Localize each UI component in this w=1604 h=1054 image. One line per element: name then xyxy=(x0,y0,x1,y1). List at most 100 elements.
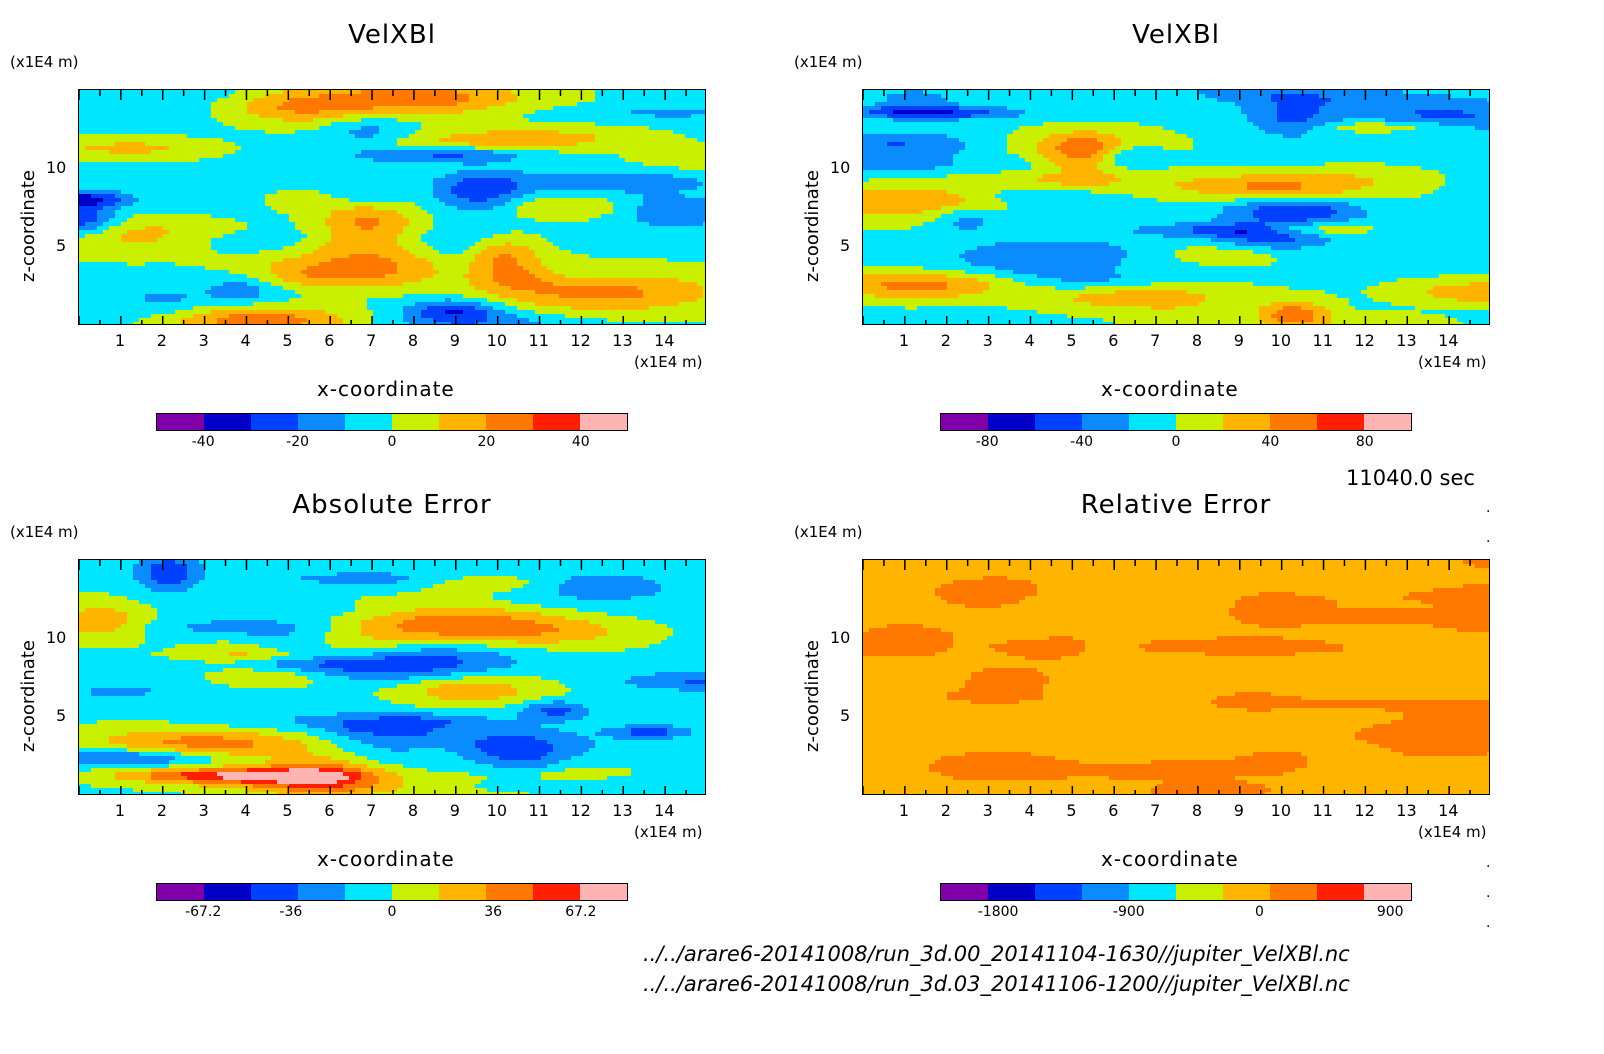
heatmap-cell xyxy=(205,102,212,107)
heatmap-cell xyxy=(481,242,488,247)
heatmap-cell xyxy=(385,170,392,175)
heatmap-cell xyxy=(211,186,218,191)
heatmap-cell xyxy=(391,126,398,131)
heatmap-cell xyxy=(295,254,302,259)
heatmap-cell xyxy=(169,134,176,139)
heatmap-cell xyxy=(619,258,626,263)
heatmap-cell xyxy=(133,110,140,115)
heatmap-cell xyxy=(673,190,680,195)
heatmap-cell xyxy=(307,166,314,171)
heatmap-cell xyxy=(679,98,686,103)
heatmap-cell xyxy=(445,178,452,183)
heatmap-cell xyxy=(529,246,536,251)
heatmap-cell xyxy=(487,110,494,115)
heatmap-cell xyxy=(385,214,392,219)
heatmap-cell xyxy=(295,222,302,227)
heatmap-cell xyxy=(355,214,362,219)
heatmap-cell xyxy=(613,138,620,143)
heatmap-cell xyxy=(673,122,680,127)
heatmap-cell xyxy=(211,258,218,263)
heatmap-cell xyxy=(595,126,602,131)
heatmap-cell xyxy=(643,158,650,163)
heatmap-cell xyxy=(217,110,224,115)
heatmap-cell xyxy=(337,194,344,199)
heatmap-cell xyxy=(247,114,254,119)
heatmap-cell xyxy=(445,254,452,259)
heatmap-cell xyxy=(487,162,494,167)
heatmap-cell xyxy=(619,134,626,139)
heatmap-cell xyxy=(211,142,218,147)
heatmap-cell xyxy=(289,158,296,163)
heatmap-cell xyxy=(583,266,590,271)
heatmap-cell xyxy=(97,238,104,243)
heatmap-cell xyxy=(283,194,290,199)
heatmap-cell xyxy=(649,114,656,119)
heatmap-cell xyxy=(475,98,482,103)
heatmap-cell xyxy=(655,146,662,151)
heatmap-cell xyxy=(97,170,104,175)
heatmap-cell xyxy=(571,262,578,267)
heatmap-cell xyxy=(283,126,290,131)
heatmap-cell xyxy=(169,142,176,147)
heatmap-cell xyxy=(361,178,368,183)
heatmap-cell xyxy=(367,218,374,223)
heatmap-cell xyxy=(361,186,368,191)
heatmap-cell xyxy=(235,234,242,239)
heatmap-cell xyxy=(301,214,308,219)
heatmap-cell xyxy=(619,110,626,115)
heatmap-cell xyxy=(139,134,146,139)
heatmap-cell xyxy=(661,206,668,211)
heatmap-cell xyxy=(703,266,705,271)
heatmap-cell xyxy=(601,270,608,275)
heatmap-cell xyxy=(703,218,705,223)
heatmap-cell xyxy=(193,174,200,179)
heatmap-cell xyxy=(79,238,86,243)
heatmap-cell xyxy=(97,246,104,251)
heatmap-cell xyxy=(397,266,404,271)
heatmap-cell xyxy=(691,250,698,255)
heatmap-cell xyxy=(367,194,374,199)
heatmap-cell xyxy=(367,138,374,143)
heatmap-cell xyxy=(631,178,638,183)
heatmap-cell xyxy=(157,210,164,215)
heatmap-cell xyxy=(361,114,368,119)
heatmap-cell xyxy=(679,238,686,243)
heatmap-cell xyxy=(487,122,494,127)
heatmap-cell xyxy=(601,190,608,195)
heatmap-cell xyxy=(421,98,428,103)
heatmap-cell xyxy=(469,182,476,187)
heatmap-cell xyxy=(565,246,572,251)
heatmap-cell xyxy=(661,178,668,183)
heatmap-cell xyxy=(265,162,272,167)
heatmap-cell xyxy=(163,94,170,99)
heatmap-cell xyxy=(289,182,296,187)
heatmap-cell xyxy=(487,238,494,243)
heatmap-cell xyxy=(643,142,650,147)
heatmap-cell xyxy=(283,114,290,119)
heatmap-cell xyxy=(397,254,404,259)
heatmap-cell xyxy=(559,202,566,207)
heatmap-cell xyxy=(505,202,512,207)
heatmap-cell xyxy=(79,202,86,207)
heatmap-cell xyxy=(181,226,188,231)
heatmap-cell xyxy=(637,98,644,103)
heatmap-cell xyxy=(541,166,548,171)
heatmap-cell xyxy=(595,194,602,199)
heatmap-cell xyxy=(415,118,422,123)
heatmap-cell xyxy=(139,106,146,111)
heatmap-cell xyxy=(295,134,302,139)
heatmap-cell xyxy=(121,170,128,175)
heatmap-cell xyxy=(361,270,368,275)
heatmap-cell xyxy=(571,266,578,271)
heatmap-cell xyxy=(661,166,668,171)
heatmap-cell xyxy=(163,142,170,147)
heatmap-cell xyxy=(91,158,98,163)
heatmap-cell xyxy=(85,206,92,211)
heatmap-cell xyxy=(85,222,92,227)
heatmap-cell xyxy=(127,110,134,115)
heatmap-cell xyxy=(655,158,662,163)
heatmap-cell xyxy=(199,158,206,163)
heatmap-cell xyxy=(679,246,686,251)
heatmap-cell xyxy=(253,130,260,135)
heatmap-cell xyxy=(577,142,584,147)
